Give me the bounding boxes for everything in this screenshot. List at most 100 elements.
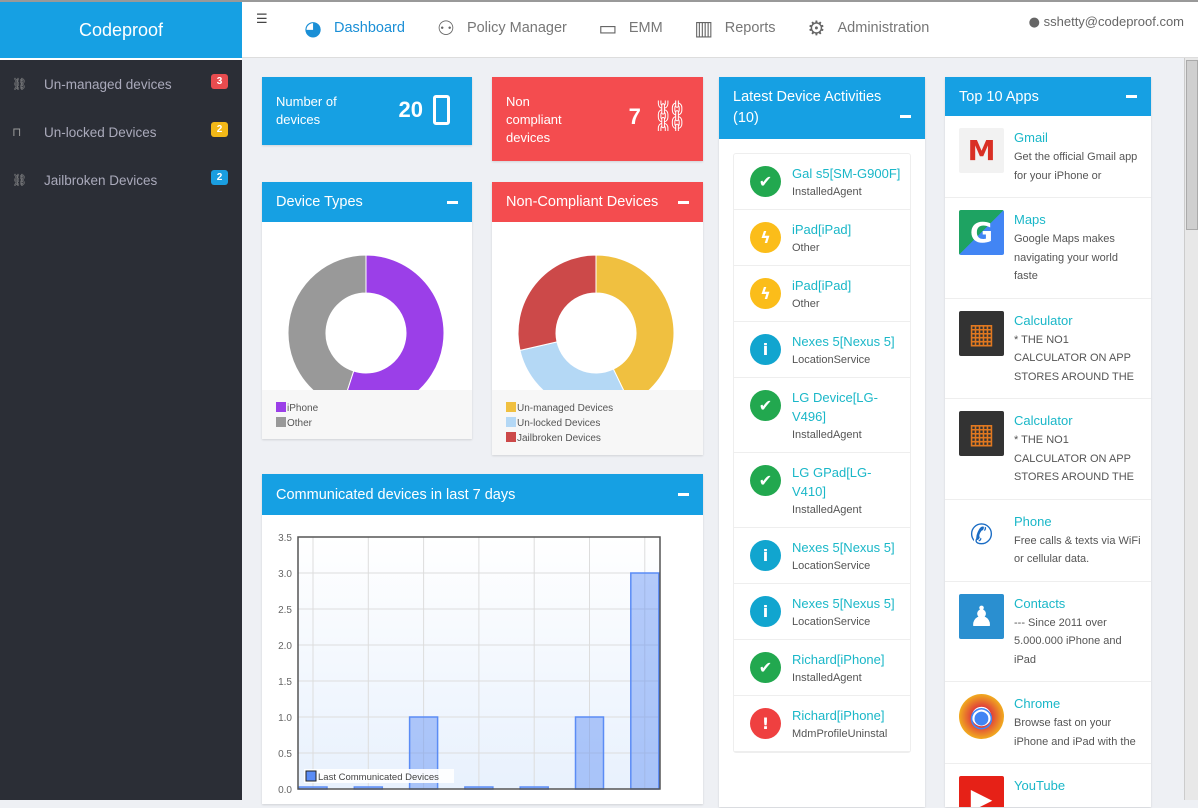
activity-list: ✔ Gal s5[SM-G900F] InstalledAgent ϟ iPad[iPa… xyxy=(733,153,911,753)
device-name[interactable]: Nexes 5[Nexus 5] xyxy=(792,334,895,349)
app-name[interactable]: YouTube xyxy=(1014,778,1066,793)
brand-logo[interactable]: Codeproof xyxy=(0,0,242,58)
app-item[interactable]: ✆ Phone Free calls & texts via WiFi or cel… xyxy=(945,500,1151,582)
nav-label: EMM xyxy=(628,20,663,36)
collapse-button[interactable] xyxy=(1126,95,1137,98)
app-name[interactable]: Contacts xyxy=(1014,595,1066,611)
legend-label: Other xyxy=(287,418,313,429)
sidebar-item-unmanaged[interactable]: ⛓ Un-managed devices 3 xyxy=(0,60,242,108)
activity-item[interactable]: ! Richard[iPhone] MdmProfileUninstal xyxy=(734,696,910,752)
maps-icon: G xyxy=(959,210,1004,255)
y-tick-label: 0.5 xyxy=(278,749,292,760)
stat-number-of-devices[interactable]: Number of devices 20 xyxy=(262,77,472,145)
info-icon: i xyxy=(750,596,781,627)
sidebar-item-label: Un-managed devices xyxy=(44,76,172,92)
app-list: M Gmail Get the official Gmail app for you… xyxy=(945,116,1151,807)
activity-event: LocationService xyxy=(792,354,871,366)
user-menu[interactable]: ● sshetty@codeproof.com xyxy=(1029,14,1184,30)
app-name[interactable]: Maps xyxy=(1014,212,1046,227)
app-name[interactable]: Calculator xyxy=(1014,413,1073,428)
legend-label: iPhone xyxy=(287,403,319,414)
device-name[interactable]: LG Device[LG-V496] xyxy=(792,390,878,424)
scrollbar[interactable] xyxy=(1184,58,1198,800)
activity-item[interactable]: i Nexes 5[Nexus 5] LocationService xyxy=(734,584,910,640)
sidebar-item-unlocked[interactable]: ⊓ Un-locked Devices 2 xyxy=(0,108,242,156)
legend-label: Un-locked Devices xyxy=(517,418,601,429)
app-item[interactable]: M Gmail Get the official Gmail app for you… xyxy=(945,116,1151,198)
collapse-button[interactable] xyxy=(900,115,911,118)
legend-item: iPhone xyxy=(276,401,318,416)
legend-swatch xyxy=(506,417,516,427)
app-description: Free calls & texts via WiFi or cellular … xyxy=(1014,534,1141,566)
y-tick-label: 0.0 xyxy=(278,785,292,796)
activity-item[interactable]: i Nexes 5[Nexus 5] LocationService xyxy=(734,528,910,584)
activity-item[interactable]: ϟ iPad[iPad] Other xyxy=(734,266,910,322)
activity-event: InstalledAgent xyxy=(792,429,862,441)
activity-item[interactable]: ✔ Richard[iPhone] InstalledAgent xyxy=(734,640,910,696)
activity-item[interactable]: ✔ LG Device[LG-V496] InstalledAgent xyxy=(734,378,910,453)
device-name[interactable]: Nexes 5[Nexus 5] xyxy=(792,540,895,555)
sidebar-item-jailbroken[interactable]: ⛓ Jailbroken Devices 2 xyxy=(0,156,242,204)
device-name[interactable]: Richard[iPhone] xyxy=(792,708,885,723)
activity-event: MdmProfileUninstal xyxy=(792,728,888,740)
latest-activities-widget: Latest Device Activities (10) ✔ Gal s5[SM… xyxy=(719,77,925,807)
app-item[interactable]: ▦ Calculator * THE NO1 CALCULATOR ON APP S… xyxy=(945,299,1151,399)
app-item[interactable]: G Maps Google Maps makes navigating your w… xyxy=(945,198,1151,299)
app-item[interactable]: ▶ YouTube xyxy=(945,764,1151,807)
nav-policy-manager[interactable]: ⚇ Policy Manager xyxy=(433,16,567,40)
nav-administration[interactable]: ⚙ Administration xyxy=(804,16,930,40)
device-name[interactable]: Richard[iPhone] xyxy=(792,652,885,667)
widget-title: Device Types xyxy=(276,194,363,210)
nav-dashboard[interactable]: ◕ Dashboard xyxy=(300,16,405,40)
collapse-button[interactable] xyxy=(447,200,458,204)
donut-slice[interactable] xyxy=(595,254,675,404)
activity-item[interactable]: ϟ iPad[iPad] Other xyxy=(734,210,910,266)
app-description: Google Maps makes navigating your world … xyxy=(1014,233,1118,282)
donut-slice[interactable] xyxy=(519,341,631,412)
activity-item[interactable]: i Nexes 5[Nexus 5] LocationService xyxy=(734,322,910,378)
widget-title: Communicated devices in last 7 days xyxy=(276,486,516,503)
nav-emm[interactable]: ▭ EMM xyxy=(595,16,663,40)
donut-slice[interactable] xyxy=(517,254,597,351)
bar[interactable] xyxy=(630,572,660,790)
app-item[interactable]: ▦ Calculator * THE NO1 CALCULATOR ON APP S… xyxy=(945,399,1151,500)
activity-event: InstalledAgent xyxy=(792,504,862,516)
device-name[interactable]: LG GPad[LG-V410] xyxy=(792,465,872,499)
bar-chart: 0.0 0.5 1.0 1.5 2.0 2.5 3.0 3.5 Last Communicate… xyxy=(278,533,661,796)
activity-item[interactable]: ✔ Gal s5[SM-G900F] InstalledAgent xyxy=(734,154,910,210)
legend: Un-managed Devices Un-locked Devices Jailb… xyxy=(506,401,613,446)
scrollbar-thumb[interactable] xyxy=(1186,60,1198,230)
hamburger-menu-icon[interactable]: ☰ xyxy=(256,12,268,27)
device-name[interactable]: Gal s5[SM-G900F] xyxy=(792,166,901,181)
app-item[interactable]: ♟ Contacts --- Since 2011 over 5.000.000 i… xyxy=(945,582,1151,682)
stat-non-compliant[interactable]: Non compliant devices 7 ⛓ xyxy=(492,77,703,161)
device-name[interactable]: Nexes 5[Nexus 5] xyxy=(792,596,895,611)
alert-icon: ! xyxy=(750,708,781,739)
bolt-icon: ϟ xyxy=(750,278,781,309)
activity-item[interactable]: ✔ LG GPad[LG-V410] InstalledAgent xyxy=(734,453,910,528)
legend-label: Last Communicated Devices xyxy=(318,772,439,783)
collapse-button[interactable] xyxy=(678,200,689,204)
bar[interactable] xyxy=(574,716,605,790)
widget-header: Top 10 Apps xyxy=(945,77,1151,116)
nav-reports[interactable]: ▥ Reports xyxy=(691,16,775,40)
y-tick-label: 3.5 xyxy=(278,533,292,544)
app-name[interactable]: Calculator xyxy=(1014,312,1073,328)
widget-title: Top 10 Apps xyxy=(959,88,1039,105)
app-name[interactable]: Phone xyxy=(1014,513,1052,529)
app-name[interactable]: Chrome xyxy=(1014,696,1061,711)
activity-event: LocationService xyxy=(792,560,871,572)
device-name[interactable]: iPad[iPad] xyxy=(792,222,852,237)
app-name[interactable]: Gmail xyxy=(1014,130,1048,145)
widget-header: Communicated devices in last 7 days xyxy=(262,474,703,515)
legend-item: Other xyxy=(276,416,318,431)
top-nav: ☰ ◕ Dashboard ⚇ Policy Manager ▭ EMM ▥ Repor… xyxy=(242,0,1198,58)
app-description: Get the official Gmail app for your iPho… xyxy=(1014,151,1138,182)
device-name[interactable]: iPad[iPad] xyxy=(792,278,852,293)
donut-slice[interactable] xyxy=(287,254,367,408)
check-circle-icon: ✔ xyxy=(750,465,781,496)
app-item[interactable]: ◉ Chrome Browse fast on your iPhone and iP… xyxy=(945,682,1151,764)
sidebar: ⛓ Un-managed devices 3 ⊓ Un-locked Devices 2… xyxy=(0,58,242,800)
contacts-icon: ♟ xyxy=(959,593,1004,639)
collapse-button[interactable] xyxy=(678,493,689,496)
